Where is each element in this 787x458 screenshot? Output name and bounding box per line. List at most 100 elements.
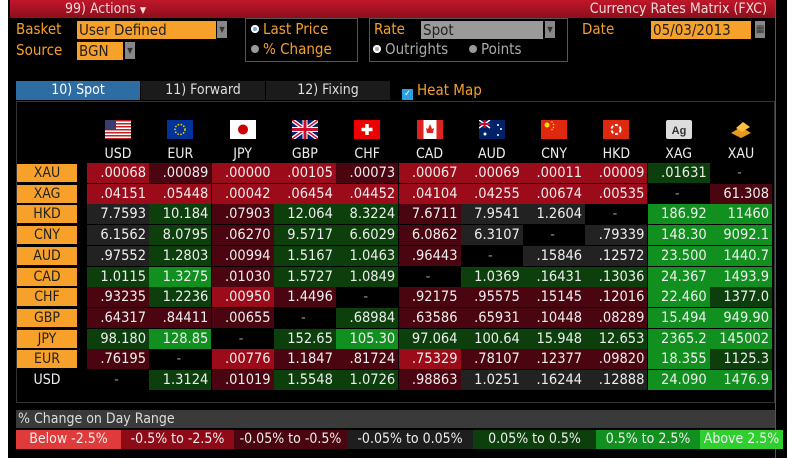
rate-cell[interactable]: - [398, 266, 461, 287]
column-header-hkd[interactable]: HKD [585, 120, 647, 162]
rate-cell[interactable]: 22.460 [647, 287, 710, 308]
rate-cell[interactable]: 100.64 [460, 328, 523, 349]
row-header-cad[interactable]: CAD [17, 267, 77, 286]
rate-cell[interactable]: 152.65 [273, 328, 336, 349]
column-header-usd[interactable]: USD [87, 120, 149, 162]
rate-cell[interactable]: 24.090 [647, 370, 710, 390]
rate-cell[interactable]: 145002 [710, 328, 772, 349]
rate-cell[interactable]: 15.948 [523, 328, 586, 349]
rate-cell[interactable]: 6.3107 [460, 225, 523, 246]
rate-cell[interactable]: 128.85 [149, 328, 212, 349]
rate-cell[interactable]: .00009 [585, 163, 648, 183]
rate-cell[interactable]: - [336, 287, 399, 308]
rate-cell[interactable]: .04255 [460, 183, 523, 204]
rate-cell[interactable]: 12.064 [273, 204, 336, 225]
rate-cell[interactable]: .04151 [87, 183, 149, 204]
rate-cell[interactable]: 9092.1 [710, 225, 772, 246]
rate-cell[interactable]: .00674 [523, 183, 586, 204]
rate-cell[interactable]: - [87, 370, 149, 390]
rate-cell[interactable]: .79339 [585, 225, 648, 246]
rate-cell[interactable]: 1.0726 [336, 370, 399, 390]
rate-cell[interactable]: 1125.3 [710, 349, 772, 370]
rate-cell[interactable]: .04104 [398, 183, 461, 204]
row-header-eur[interactable]: EUR [17, 350, 77, 369]
rate-cell[interactable]: 7.6711 [398, 204, 461, 225]
rate-cell[interactable]: 1.0251 [460, 370, 523, 390]
rate-cell[interactable]: .00105 [273, 163, 336, 183]
row-header-xau[interactable]: XAU [17, 164, 77, 182]
column-header-xau[interactable]: XAU [710, 120, 772, 162]
rate-cell[interactable]: .98863 [398, 370, 461, 390]
rate-cell[interactable]: .05448 [149, 183, 212, 204]
date-field[interactable]: 05/03/2013 [651, 21, 751, 39]
basket-dropdown-arrow-icon[interactable]: ▼ [217, 21, 227, 38]
row-header-gbp[interactable]: GBP [17, 308, 77, 327]
rate-cell[interactable]: - [585, 204, 648, 225]
rate-cell[interactable]: 2365.2 [647, 328, 710, 349]
rate-cell[interactable]: 949.90 [710, 307, 772, 328]
rate-cell[interactable]: 18.355 [647, 349, 710, 370]
rate-cell[interactable]: .08289 [585, 307, 648, 328]
rate-cell[interactable]: .12377 [523, 349, 586, 370]
rate-cell[interactable]: 1.5548 [273, 370, 336, 390]
column-header-chf[interactable]: CHF [336, 120, 398, 162]
rate-dropdown[interactable]: Spot [421, 21, 543, 39]
rate-cell[interactable]: 1.4496 [273, 287, 336, 308]
rate-cell[interactable]: 12.653 [585, 328, 648, 349]
rate-cell[interactable]: 1.5727 [273, 266, 336, 287]
rate-cell[interactable]: .75329 [398, 349, 461, 370]
rate-cell[interactable]: 1.5167 [273, 245, 336, 266]
column-header-cad[interactable]: CAD [399, 120, 461, 162]
row-header-usd[interactable]: USD [17, 371, 77, 389]
rate-cell[interactable]: 1.2236 [149, 287, 212, 308]
rate-cell[interactable]: .00069 [460, 163, 523, 183]
rate-cell[interactable]: .04452 [336, 183, 399, 204]
rate-cell[interactable]: 1.0463 [336, 245, 399, 266]
rate-cell[interactable]: .16244 [523, 370, 586, 390]
radio-points[interactable]: Points [469, 40, 521, 58]
rate-cell[interactable]: .06454 [273, 183, 336, 204]
row-header-xag[interactable]: XAG [17, 184, 77, 203]
actions-menu[interactable]: 99) Actions ▼ [65, 0, 146, 20]
rate-cell[interactable]: .00950 [211, 287, 274, 308]
rate-cell[interactable]: - [647, 183, 710, 204]
rate-cell[interactable]: .12888 [585, 370, 648, 390]
rate-cell[interactable]: 98.180 [87, 328, 149, 349]
rate-cell[interactable]: 1.2604 [523, 204, 586, 225]
rate-cell[interactable]: .84411 [149, 307, 212, 328]
rate-cell[interactable]: .07903 [211, 204, 274, 225]
source-dropdown[interactable]: BGN [77, 42, 123, 60]
rate-cell[interactable]: 186.92 [647, 204, 710, 225]
tab-spot[interactable]: 10) Spot [16, 81, 140, 100]
rate-cell[interactable]: 1.0849 [336, 266, 399, 287]
rate-cell[interactable]: - [149, 349, 212, 370]
row-header-jpy[interactable]: JPY [17, 329, 77, 348]
rate-cell[interactable]: 1.3124 [149, 370, 212, 390]
column-header-cny[interactable]: CNY [523, 120, 585, 162]
rate-cell[interactable]: .13036 [585, 266, 648, 287]
rate-cell[interactable]: .15846 [523, 245, 586, 266]
rate-cell[interactable]: .93235 [87, 287, 149, 308]
rate-cell[interactable]: 10.184 [149, 204, 212, 225]
row-header-hkd[interactable]: HKD [17, 205, 77, 224]
rate-cell[interactable]: .01019 [211, 370, 274, 390]
rate-cell[interactable]: 24.367 [647, 266, 710, 287]
rate-cell[interactable]: 1.2803 [149, 245, 212, 266]
rate-cell[interactable]: .00042 [211, 183, 274, 204]
column-header-gbp[interactable]: GBP [274, 118, 336, 162]
rate-cell[interactable]: - [523, 225, 586, 246]
rate-cell[interactable]: 1493.9 [710, 266, 772, 287]
rate-cell[interactable]: .64317 [87, 307, 149, 328]
rate-cell[interactable]: .78107 [460, 349, 523, 370]
rate-cell[interactable]: - [460, 245, 523, 266]
rate-cell[interactable]: 7.9541 [460, 204, 523, 225]
rate-cell[interactable]: 1.1847 [273, 349, 336, 370]
radio-outrights[interactable]: Outrights [373, 40, 448, 58]
rate-cell[interactable]: 7.7593 [87, 204, 149, 225]
rate-cell[interactable]: .00067 [398, 163, 461, 183]
rate-cell[interactable]: .01631 [647, 163, 710, 183]
rate-cell[interactable]: .16431 [523, 266, 586, 287]
rate-cell[interactable]: .95575 [460, 287, 523, 308]
rate-cell[interactable]: .12016 [585, 287, 648, 308]
rate-cell[interactable]: .00011 [523, 163, 586, 183]
